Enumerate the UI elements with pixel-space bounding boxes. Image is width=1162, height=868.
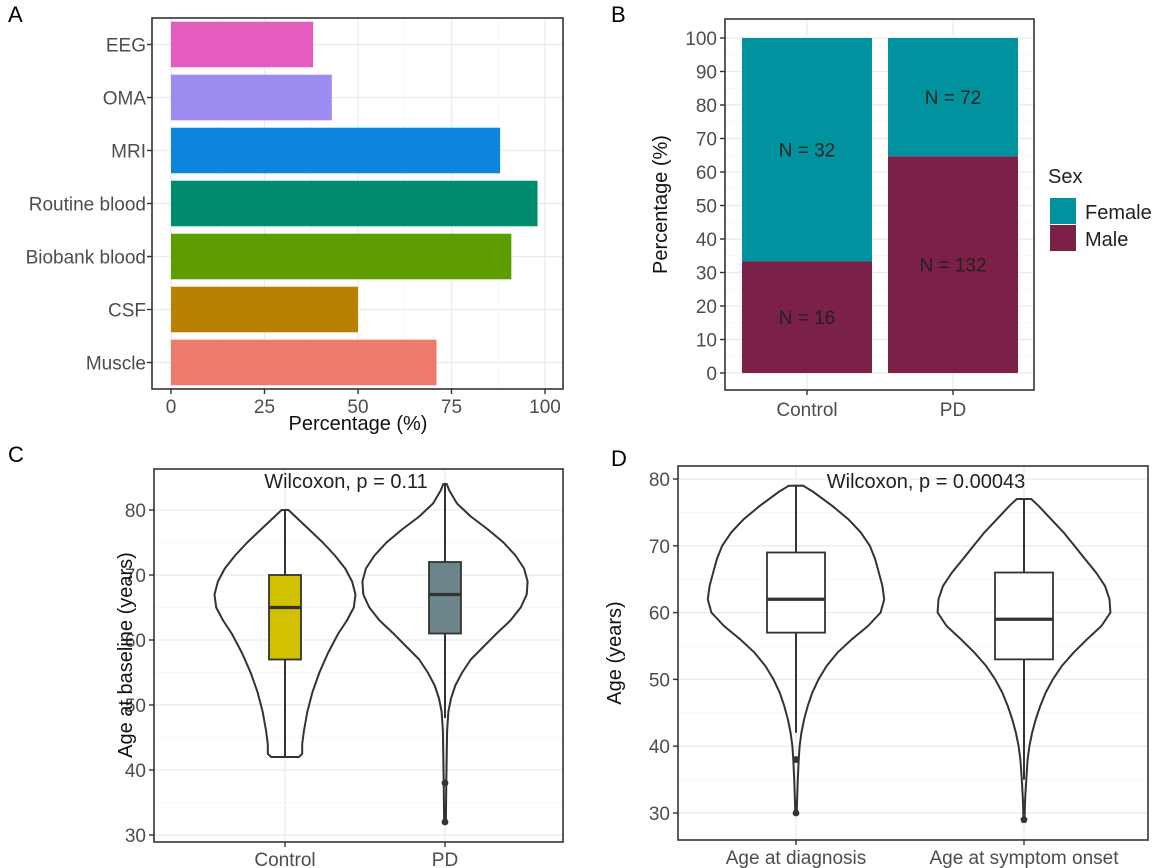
y-tick-label-muscle: Muscle (86, 354, 146, 375)
y-tick-label-csf: CSF (108, 301, 146, 322)
wilcoxon-annotation-c: Wilcoxon, p = 0.11 (264, 471, 428, 493)
panel-letter-b: B (611, 2, 626, 27)
y-tick-label-oma: OMA (103, 89, 147, 110)
outlier-point-pd (441, 818, 449, 826)
outlier-point-pd (441, 779, 449, 787)
bar-biobank-blood (171, 233, 512, 280)
y-tick-label-90: 90 (696, 63, 717, 84)
y-tick-label-20: 20 (696, 297, 717, 318)
panel-c-x-tick-label-pd: PD (432, 850, 458, 868)
panel-c-y-tick-label-60: 60 (125, 631, 146, 652)
bar-mri (171, 127, 501, 174)
y-tick-label-eeg: EEG (106, 36, 146, 57)
box-age-at-diagnosis (766, 551, 826, 634)
y-tick-label-40: 40 (696, 230, 717, 251)
x-tick-label-100: 100 (529, 397, 561, 418)
y-tick-label-70: 70 (696, 130, 717, 151)
y-tick-label-10: 10 (696, 331, 717, 352)
outlier-point-age-at-diagnosis (792, 756, 800, 763)
panel-c-y-tick-label-70: 70 (125, 566, 146, 587)
data-label-control-female: N = 32 (779, 141, 836, 162)
panel-c-y-axis-title: Age at baseline (years) (115, 552, 137, 758)
panel-c-frame (153, 468, 564, 843)
panel-c-background (154, 469, 563, 842)
panel-b-frame (724, 18, 1035, 391)
y-tick-label-50: 50 (696, 197, 717, 218)
panel-d-y-tick-label-80: 80 (649, 470, 670, 491)
y-tick-label-60: 60 (696, 163, 717, 184)
legend-swatch-male (1050, 225, 1076, 251)
panel-d-y-tick-label-60: 60 (649, 604, 670, 625)
panel-b-y-axis-title: Percentage (%) (650, 135, 672, 274)
x-tick-label-75: 75 (441, 397, 462, 418)
box-age-at-symptom-onset (994, 571, 1054, 661)
y-tick-label-80: 80 (696, 96, 717, 117)
panel-c-violin-chart: 30 40 50 60 70 80 Control PD Wilcoxon, p = 0.11 A… (115, 468, 564, 868)
y-tick-label-100: 100 (685, 29, 717, 50)
panel-c-y-tick-label-80: 80 (125, 501, 146, 522)
wilcoxon-annotation-d: Wilcoxon, p = 0.00043 (827, 471, 1025, 493)
x-tick-label-25: 25 (254, 397, 275, 418)
violin-control (213, 509, 357, 758)
y-tick-label-0: 0 (706, 364, 717, 385)
x-tick-label-50: 50 (347, 397, 368, 418)
legend-swatch-female (1050, 198, 1076, 224)
x-tick-label-pd: PD (940, 400, 966, 421)
bar-csf (171, 286, 358, 333)
panel-letter-d: D (611, 446, 627, 471)
panel-d-y-tick-label-50: 50 (649, 670, 670, 691)
y-tick-label-mri: MRI (111, 142, 146, 163)
x-tick-label-0: 0 (166, 397, 177, 418)
x-tick-label-control: Control (776, 400, 837, 421)
panel-d-x-tick-label-age-at-diagnosis: Age at diagnosis (726, 848, 867, 868)
panel-letter-a: A (8, 2, 23, 27)
panel-a-bar-chart: EEG OMA MRI Routine blood Biobank blood CSF Mu… (26, 17, 564, 435)
panel-d-y-tick-label-30: 30 (649, 804, 670, 825)
data-label-control-male: N = 16 (779, 308, 836, 329)
bar-eeg (171, 21, 314, 68)
box-control (268, 574, 302, 661)
panel-c-x-tick-label-control: Control (254, 850, 315, 868)
panel-a-x-axis-title: Percentage (%) (289, 413, 428, 435)
outlier-point-age-at-diagnosis (792, 809, 800, 817)
panel-d-background (678, 466, 1148, 840)
y-tick-label-biobank-blood: Biobank blood (26, 248, 146, 269)
panel-d-violin-chart: 30 40 50 60 70 80 Age at diagnosis Age at sympt… (604, 465, 1149, 868)
legend-title: Sex (1048, 166, 1082, 188)
bar-muscle (171, 339, 437, 386)
panel-d-y-tick-label-70: 70 (649, 537, 670, 558)
panel-b-stacked-bar-chart: N = 16 N = 32 N = 132 N = 72 0 10 20 30 40 50 60 70… (650, 18, 1152, 421)
bar-control-female (742, 38, 872, 262)
panel-d-frame (677, 465, 1149, 841)
panel-c-y-tick-label-30: 30 (125, 826, 146, 847)
y-tick-label-routine-blood: Routine blood (29, 195, 146, 216)
data-label-pd-male: N = 132 (919, 256, 986, 277)
bar-oma (171, 74, 332, 121)
legend-label-female: Female (1085, 202, 1152, 224)
bar-pd-female (888, 38, 1018, 157)
box-pd (428, 561, 462, 635)
bar-pd-male (888, 156, 1018, 373)
bar-routine-blood (171, 180, 538, 227)
panel-c-y-tick-label-50: 50 (125, 696, 146, 717)
panel-d-y-axis-title: Age (years) (604, 601, 626, 704)
legend-label-male: Male (1085, 229, 1128, 251)
data-label-pd-female: N = 72 (925, 88, 982, 109)
panel-letter-c: C (8, 442, 24, 467)
bar-control-male (742, 261, 872, 373)
panel-c-y-tick-label-40: 40 (125, 761, 146, 782)
panel-d-x-tick-label-age-at-symptom-onset: Age at symptom onset (929, 848, 1119, 868)
outlier-point-age-at-symptom-onset (1020, 816, 1028, 824)
panel-d-y-tick-label-40: 40 (649, 737, 670, 758)
y-tick-label-30: 30 (696, 264, 717, 285)
